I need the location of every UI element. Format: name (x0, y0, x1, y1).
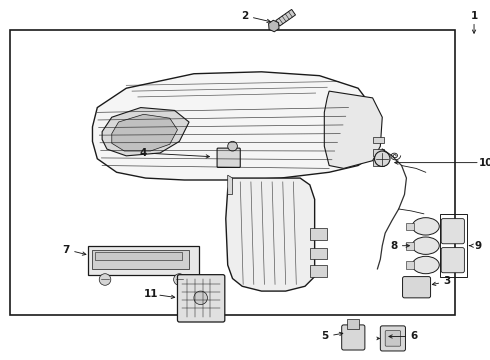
Text: 6: 6 (411, 332, 418, 342)
Text: 4: 4 (140, 148, 147, 158)
Text: 11: 11 (144, 289, 159, 299)
Ellipse shape (412, 237, 439, 255)
Circle shape (99, 274, 111, 285)
Bar (406, 222, 414, 230)
Bar (372, 159, 384, 166)
FancyBboxPatch shape (380, 326, 405, 351)
Text: 8: 8 (390, 241, 397, 251)
Circle shape (194, 291, 207, 305)
Bar (347, 319, 359, 329)
Bar (10, 30, 455, 315)
FancyBboxPatch shape (385, 331, 401, 346)
Bar (96, 252, 182, 260)
FancyBboxPatch shape (217, 148, 240, 167)
FancyBboxPatch shape (177, 275, 225, 322)
Bar (310, 248, 327, 259)
Polygon shape (93, 72, 377, 180)
Bar (406, 261, 414, 269)
Text: 1: 1 (470, 11, 478, 21)
Polygon shape (276, 9, 295, 26)
Polygon shape (269, 20, 279, 32)
Bar (372, 136, 384, 143)
Ellipse shape (412, 218, 439, 235)
Polygon shape (228, 175, 233, 194)
Text: 3: 3 (443, 276, 451, 287)
Bar (310, 265, 327, 276)
Circle shape (228, 141, 237, 151)
Bar (372, 149, 384, 156)
Polygon shape (102, 108, 189, 156)
Text: 5: 5 (321, 332, 329, 342)
Bar (310, 228, 327, 240)
FancyBboxPatch shape (342, 325, 365, 350)
Polygon shape (324, 91, 382, 168)
Bar (440, 214, 467, 276)
Text: 7: 7 (63, 244, 70, 255)
Bar (93, 249, 189, 269)
Circle shape (374, 151, 390, 166)
FancyBboxPatch shape (403, 276, 431, 298)
Text: 10: 10 (478, 158, 490, 168)
FancyBboxPatch shape (441, 248, 465, 273)
Text: 2: 2 (242, 11, 249, 21)
Ellipse shape (412, 256, 439, 274)
Polygon shape (226, 178, 315, 291)
Bar (406, 242, 414, 249)
Polygon shape (112, 114, 177, 151)
Text: 9: 9 (474, 241, 482, 251)
FancyBboxPatch shape (441, 219, 465, 244)
Circle shape (173, 274, 185, 285)
Bar (88, 246, 199, 275)
